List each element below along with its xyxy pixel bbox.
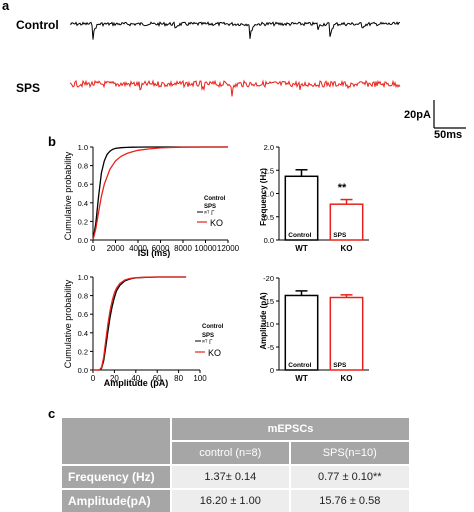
freq-bar-y-tick-label: 1.0 — [264, 190, 274, 199]
isi-cdf-chart: Cumulative probability 0 2000 4000 6000 8000… — [63, 143, 240, 258]
amp-cdf-x-tick-label: 20 — [110, 374, 119, 383]
table-cell: 16.20 ± 1.00 — [171, 489, 291, 512]
amp-legend-control: Control — [202, 324, 224, 330]
freq-bar-y-tick-label: 1.5 — [264, 166, 274, 175]
amp-cdf-y-tick-label: 0.6 — [78, 310, 88, 319]
table-row-label: Amplitude(pA) — [62, 489, 172, 512]
isi-cdf-x-tick-label: 0 — [91, 244, 96, 253]
amp-cdf-y-tick-label: 0.8 — [78, 292, 88, 301]
control-trace-label: Control — [16, 18, 59, 32]
isi-cdf-series-control — [92, 146, 228, 241]
isi-legend-control: Control — [204, 196, 226, 202]
amp-cdf-ylabel: Cumulative probability — [63, 279, 73, 368]
amp-cdf-x-tick-label: 0 — [91, 374, 96, 383]
panel-label-b: b — [48, 134, 56, 149]
isi-legend-sps: SPS — [204, 204, 216, 210]
table-row: Frequency (Hz) 1.37± 0.14 0.77 ± 0.10** — [62, 465, 409, 490]
table-column-row: control (n=8) SPS(n=10) — [62, 441, 409, 466]
isi-cdf-x-tick-label: 6000 — [152, 244, 170, 253]
amp-bar-y-tick-label: -10 — [263, 320, 274, 329]
isi-cdf-y-tick-label: 0.6 — [78, 180, 88, 189]
amp-bar-ylabel: Amplitude (pA) — [259, 292, 268, 350]
table-row-label: Frequency (Hz) — [62, 465, 172, 490]
freq-bar-inner-label: Control — [288, 232, 311, 239]
mepsc-summary-table: mEPSCs control (n=8) SPS(n=10) Frequency… — [62, 418, 409, 512]
amp-legend-ko: KO — [208, 348, 221, 358]
amp-cdf-series-control — [93, 276, 187, 371]
isi-cdf-x-tick-label: 10000 — [194, 244, 217, 253]
scale-bar-x-label: 50ms — [434, 129, 462, 141]
table-group-header: mEPSCs — [171, 418, 409, 442]
amp-bar-inner-label: SPS — [333, 362, 347, 369]
table-row: Amplitude(pA) 16.20 ± 1.00 15.76 ± 0.58 — [62, 489, 409, 512]
table-col-control: control (n=8) — [171, 441, 291, 466]
amp-cdf-series-ko — [93, 276, 187, 371]
isi-cdf-y-tick-label: 0.4 — [78, 199, 88, 208]
table-cell: 1.37± 0.14 — [171, 465, 291, 490]
isi-cdf-x-tick-label: 2000 — [107, 244, 125, 253]
freq-bar-y-tick-label: 0.0 — [264, 236, 274, 245]
scale-bar-y-label: 20pA — [404, 109, 431, 121]
amp-cdf-x-tick-label: 100 — [193, 374, 207, 383]
table-col-sps: SPS(n=10) — [289, 441, 409, 466]
freq-bar-category-label: KO — [341, 244, 353, 253]
sps-trace-label: SPS — [16, 81, 40, 95]
panel-label-a: a — [2, 0, 10, 13]
amp-cdf-y-tick-label: 0.2 — [78, 347, 88, 356]
amp-bar-y-tick-label: -5 — [267, 343, 274, 352]
freq-bar-category-label: WT — [295, 244, 308, 253]
amp-cdf-y-tick-label: 1.0 — [78, 273, 88, 282]
amp-bar-inner-label: Control — [288, 362, 311, 369]
amp-cdf-y-tick-label: 0.0 — [78, 366, 88, 375]
amp-bar-y-tick-label: -15 — [263, 297, 274, 306]
amp-cdf-y-tick-label: 0.4 — [78, 329, 88, 338]
table-cell: 0.77 ± 0.10** — [289, 465, 409, 490]
freq-bar-y-tick-label: 0.5 — [264, 213, 274, 222]
freq-significance: ** — [338, 182, 347, 194]
isi-cdf-y-tick-label: 0.0 — [78, 236, 88, 245]
freq-bar-ylabel: Frequency (Hz) — [259, 168, 268, 226]
table-header-row: mEPSCs — [62, 418, 409, 466]
amp-bar-y-tick-label: -20 — [263, 274, 274, 283]
table-cell: 15.76 ± 0.58 — [289, 489, 409, 512]
amp-cdf-x-tick-label: 80 — [174, 374, 183, 383]
freq-bar-bar-ko — [329, 203, 364, 241]
amp-cdf-x-tick-label: 60 — [153, 374, 162, 383]
amp-bar-category-label: WT — [295, 374, 308, 383]
amplitude-cdf-chart: Cumulative probability 0 20 40 60 80 100 0.0 0.… — [63, 273, 224, 388]
isi-cdf-xlabel: ISI (ms) — [138, 248, 171, 258]
table-corner — [62, 418, 172, 466]
isi-legend-note: ʷᵀ Γ — [203, 210, 215, 217]
frequency-bar-chart: Frequency (Hz) 0.0 0.5 1.0 1.5 2.0 Control WT S… — [259, 143, 369, 253]
figure-panels: a Control SPS 20pA 50ms b Cumulative pro… — [2, 0, 466, 418]
isi-legend-ko: KO — [210, 218, 223, 228]
amp-bar-category-label: KO — [341, 374, 353, 383]
isi-cdf-x-tick-label: 4000 — [129, 244, 147, 253]
isi-cdf-x-tick-label: 12000 — [217, 244, 240, 253]
freq-bar-inner-label: SPS — [333, 232, 347, 239]
isi-cdf-y-tick-label: 1.0 — [78, 143, 88, 152]
isi-cdf-series-ko — [92, 146, 228, 241]
amplitude-bar-chart: Amplitude (pA) 0 -5 -10 -15 -20 Control WT SPS K… — [259, 274, 369, 383]
amp-legend-note: ʷᵀ Γ — [201, 339, 213, 346]
freq-bar-bar-wt — [284, 175, 319, 241]
isi-cdf-x-tick-label: 8000 — [174, 244, 192, 253]
control-trace — [69, 21, 400, 40]
amp-cdf-x-tick-label: 40 — [131, 374, 140, 383]
panel-label-c: c — [48, 406, 55, 418]
amp-cdf-xlabel: Amplitude (pA) — [104, 378, 169, 388]
amp-legend-sps: SPS — [202, 333, 214, 339]
amp-bar-y-tick-label: 0 — [270, 366, 274, 375]
isi-cdf-y-tick-label: 0.8 — [78, 162, 88, 171]
amp-bar-bar-wt — [284, 294, 319, 371]
freq-bar-y-tick-label: 2.0 — [264, 143, 274, 152]
isi-cdf-y-tick-label: 0.2 — [78, 217, 88, 226]
isi-cdf-ylabel: Cumulative probability — [63, 151, 73, 240]
amp-bar-bar-ko — [329, 296, 364, 371]
sps-trace — [69, 79, 401, 97]
